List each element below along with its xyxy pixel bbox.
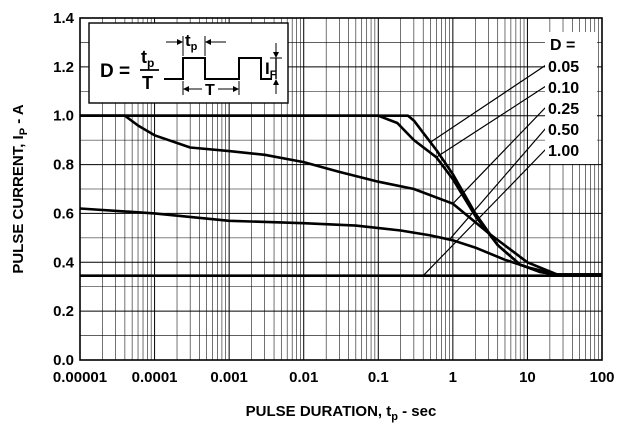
legend-label-d-0.25: 0.25 bbox=[548, 101, 579, 118]
inset-fraction-denominator: T bbox=[142, 73, 153, 93]
series-line-d-0.05 bbox=[80, 114, 602, 276]
inset-tp-label: tp bbox=[185, 31, 198, 53]
y-tick-labels: 0.0 0.2 0.4 0.6 0.8 1.0 1.2 1.4 bbox=[53, 10, 75, 369]
legend-leader-d-0.25 bbox=[452, 106, 547, 205]
inset-t-arrowhead-right bbox=[233, 86, 239, 92]
legend-label-d-0.50: 0.50 bbox=[548, 122, 579, 139]
inset-tp-arrowhead-right bbox=[205, 39, 211, 45]
series-line-d-0.50 bbox=[79, 207, 602, 276]
inset-t-arrowhead-left bbox=[183, 86, 189, 92]
x-tick-label: 0.01 bbox=[289, 369, 318, 386]
legend-background bbox=[545, 32, 597, 164]
legend-title: D = bbox=[550, 37, 575, 54]
inset-d-equals: D = bbox=[100, 61, 130, 82]
x-tick-label: 0.00001 bbox=[53, 369, 107, 386]
legend-leader-d-1.00 bbox=[422, 148, 547, 277]
y-tick-label: 0.8 bbox=[53, 157, 74, 174]
x-tick-labels: 0.00001 0.0001 0.001 0.01 0.1 1 10 100 bbox=[53, 369, 615, 386]
legend-label-d-0.05: 0.05 bbox=[548, 59, 579, 76]
legend-leader-d-0.10 bbox=[435, 85, 547, 158]
x-tick-label: 0.001 bbox=[210, 369, 248, 386]
legend-leader-d-0.50 bbox=[448, 127, 547, 240]
inset-pulse-waveform bbox=[164, 57, 272, 80]
series-line-d-0.25 bbox=[80, 114, 602, 276]
x-tick-label: 10 bbox=[519, 369, 536, 386]
y-tick-label: 1.4 bbox=[53, 10, 75, 27]
inset-if-arrowhead-top bbox=[273, 52, 279, 58]
inset-tp-arrowhead-left bbox=[177, 39, 183, 45]
legend-leader-d-0.05 bbox=[430, 64, 547, 143]
x-tick-label: 100 bbox=[589, 369, 614, 386]
inset-t-label-bg bbox=[202, 80, 218, 96]
inset-fraction-numerator: tp bbox=[141, 47, 154, 70]
x-tick-label: 0.1 bbox=[368, 369, 389, 386]
inset-if-label: IF bbox=[265, 59, 277, 81]
y-tick-label: 0.0 bbox=[53, 352, 74, 369]
duty-cycle-inset: D = tp T tp T IF bbox=[88, 22, 289, 104]
x-tick-label: 1 bbox=[449, 369, 457, 386]
inset-t-label: T bbox=[205, 82, 215, 99]
y-axis-title: PULSE CURRENT, IP - A bbox=[10, 104, 30, 273]
legend-label-d-1.00: 1.00 bbox=[548, 143, 579, 160]
x-tick-label: 0.0001 bbox=[132, 369, 178, 386]
y-tick-label: 0.6 bbox=[53, 205, 74, 222]
series-line-d-0.10 bbox=[80, 114, 602, 276]
y-tick-label: 1.0 bbox=[53, 108, 74, 125]
x-axis-title: PULSE DURATION, tp - sec bbox=[246, 403, 437, 423]
y-tick-label: 1.2 bbox=[53, 59, 74, 76]
y-tick-label: 0.4 bbox=[53, 254, 75, 271]
chart-curves bbox=[79, 114, 602, 278]
plot-frame bbox=[79, 17, 603, 361]
y-tick-label: 0.2 bbox=[53, 303, 74, 320]
legend: D = 0.05 0.10 0.25 0.50 1.00 bbox=[545, 32, 597, 164]
inset-if-arrowhead-bottom bbox=[273, 79, 279, 85]
legend-leader-lines bbox=[422, 64, 547, 277]
legend-label-d-0.10: 0.10 bbox=[548, 80, 579, 97]
